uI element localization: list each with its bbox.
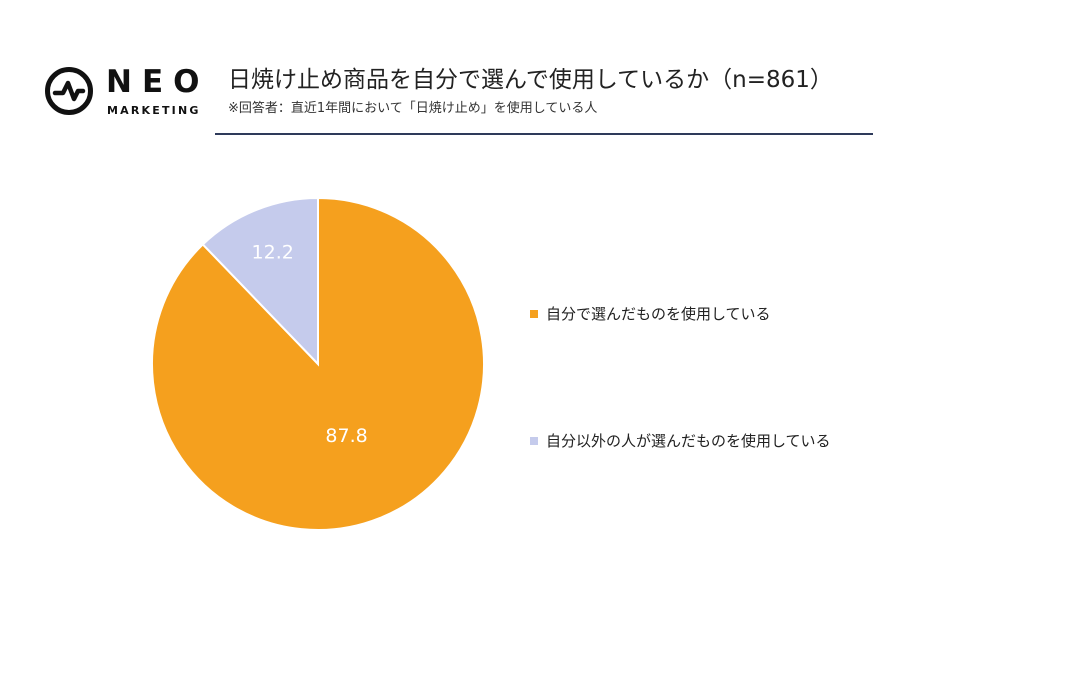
pie-data-label: 87.8 (325, 425, 367, 447)
legend-swatch (530, 309, 538, 318)
chart-subtitle: ※回答者：直近1年間において「日焼け止め」を使用している人 (228, 101, 598, 116)
pie-slice (201, 196, 319, 367)
logo-subtext: MARKETING (107, 104, 201, 117)
legend-label: 自分以外の人が選んだものを使用している (546, 432, 831, 450)
neo-marketing-logo: NEO MARKETING (44, 64, 204, 122)
legend-label: 自分で選んだものを使用している (546, 305, 771, 323)
legend-item: 自分で選んだものを使用している (530, 303, 771, 324)
legend-swatch (530, 436, 538, 445)
chart-title: 日焼け止め商品を自分で選んで使用しているか（n=861） (228, 67, 833, 93)
pulse-circle-icon (45, 67, 93, 115)
pie-data-label: 12.2 (252, 242, 294, 264)
header-divider (215, 133, 873, 135)
logo-wordmark: NEO (106, 64, 210, 100)
legend-item: 自分以外の人が選んだものを使用している (530, 430, 831, 451)
